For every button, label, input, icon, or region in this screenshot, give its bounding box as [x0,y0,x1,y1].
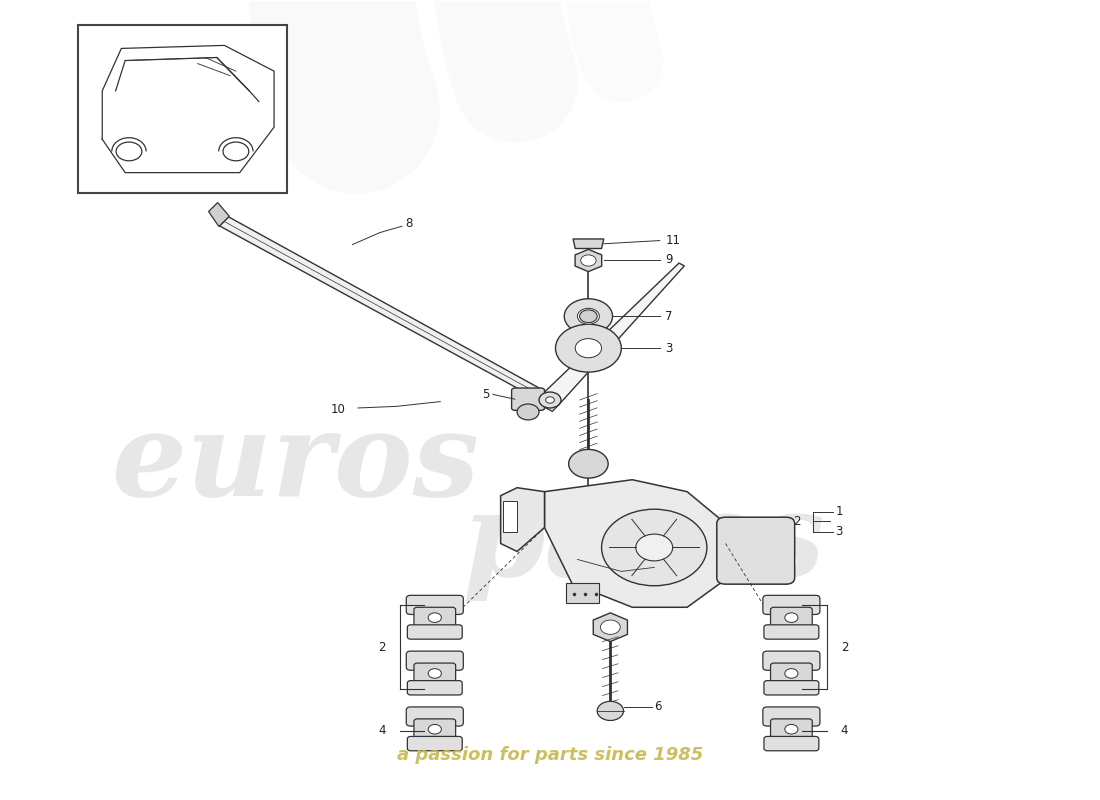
Circle shape [601,620,620,634]
Polygon shape [566,583,600,603]
FancyBboxPatch shape [406,707,463,726]
Circle shape [636,534,673,561]
FancyBboxPatch shape [763,651,820,670]
Circle shape [578,308,600,324]
Text: 3: 3 [666,342,672,354]
FancyBboxPatch shape [770,663,812,689]
Polygon shape [500,488,544,551]
Circle shape [580,310,597,322]
Text: a passion for parts since 1985: a passion for parts since 1985 [397,746,703,764]
Circle shape [575,338,602,358]
Circle shape [784,725,798,734]
Circle shape [784,669,798,678]
FancyBboxPatch shape [764,681,818,695]
Circle shape [569,450,608,478]
Polygon shape [573,239,604,249]
Text: 7: 7 [666,310,673,322]
FancyBboxPatch shape [407,737,462,750]
Text: 9: 9 [666,253,673,266]
Polygon shape [220,217,554,404]
Polygon shape [541,263,684,405]
Text: euros: euros [111,406,480,522]
Circle shape [564,298,613,334]
Polygon shape [544,480,726,607]
Text: 3: 3 [835,525,843,538]
FancyBboxPatch shape [763,707,820,726]
FancyBboxPatch shape [407,625,462,639]
FancyBboxPatch shape [770,719,812,744]
Polygon shape [535,395,559,411]
Polygon shape [575,250,602,272]
FancyBboxPatch shape [406,651,463,670]
Text: 8: 8 [405,217,412,230]
Bar [78,26,287,193]
FancyBboxPatch shape [512,388,544,410]
Circle shape [428,669,441,678]
Circle shape [784,613,798,622]
Text: 1: 1 [835,505,843,518]
FancyBboxPatch shape [414,663,455,689]
Circle shape [581,255,596,266]
Text: 11: 11 [666,234,680,247]
FancyBboxPatch shape [764,737,818,750]
FancyBboxPatch shape [414,719,455,744]
Text: 2: 2 [840,641,848,654]
FancyBboxPatch shape [764,625,818,639]
Text: 5: 5 [482,388,490,401]
Circle shape [602,510,707,586]
Circle shape [517,404,539,420]
Circle shape [597,702,624,721]
Circle shape [556,324,622,372]
Circle shape [539,392,561,408]
FancyBboxPatch shape [407,681,462,695]
Text: 2: 2 [793,514,800,528]
Polygon shape [503,502,517,531]
Circle shape [546,397,554,403]
FancyBboxPatch shape [770,607,812,633]
Text: pares: pares [462,486,825,601]
Text: 10: 10 [331,403,345,416]
FancyBboxPatch shape [414,607,455,633]
FancyBboxPatch shape [717,517,794,584]
Text: 4: 4 [840,724,848,738]
Circle shape [428,613,441,622]
Polygon shape [593,613,627,642]
Text: 2: 2 [378,641,385,654]
Text: 6: 6 [654,701,662,714]
Text: 4: 4 [378,724,385,738]
Circle shape [428,725,441,734]
Polygon shape [209,202,229,226]
FancyBboxPatch shape [763,595,820,614]
FancyBboxPatch shape [406,595,463,614]
